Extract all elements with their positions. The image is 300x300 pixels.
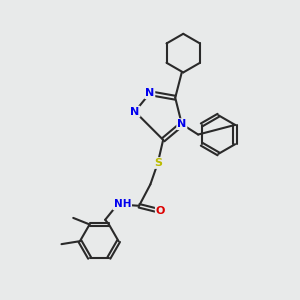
Text: N: N xyxy=(145,88,154,98)
Text: NH: NH xyxy=(114,199,131,209)
Text: O: O xyxy=(156,206,165,216)
Text: N: N xyxy=(177,119,186,129)
Text: N: N xyxy=(130,106,140,117)
Text: S: S xyxy=(154,158,162,168)
Text: H: H xyxy=(113,199,122,209)
